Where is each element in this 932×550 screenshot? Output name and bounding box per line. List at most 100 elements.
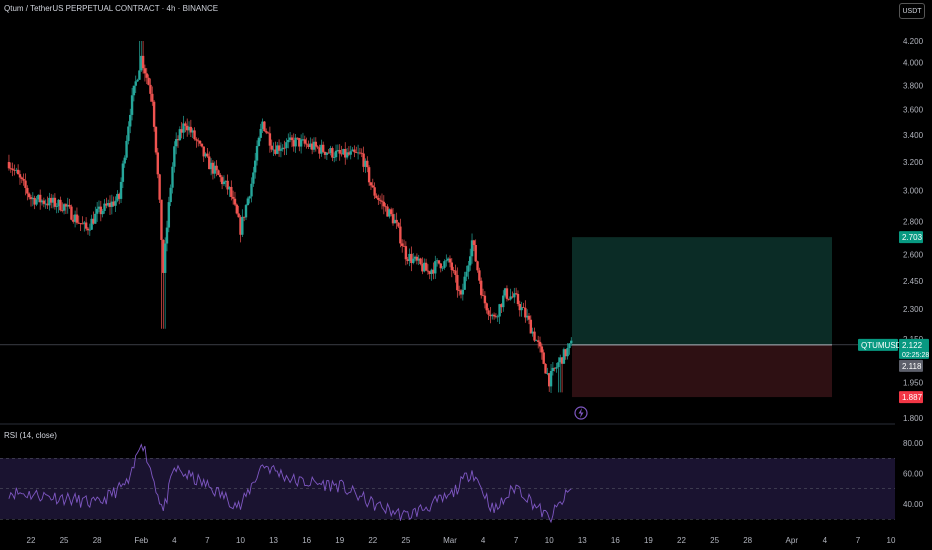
candle[interactable] [162, 239, 165, 329]
candle[interactable] [301, 132, 305, 142]
candle[interactable] [206, 148, 209, 158]
candle[interactable] [465, 265, 468, 282]
candle[interactable] [413, 255, 417, 262]
candle[interactable] [132, 85, 136, 102]
candle[interactable] [421, 257, 424, 275]
candle[interactable] [156, 148, 159, 179]
candle[interactable] [9, 162, 12, 173]
candle[interactable] [507, 298, 510, 301]
candle[interactable] [344, 142, 347, 165]
candle[interactable] [176, 135, 180, 148]
candle[interactable] [389, 207, 393, 217]
candle[interactable] [276, 142, 279, 155]
candle[interactable] [307, 140, 310, 149]
candle[interactable] [472, 239, 476, 252]
candle[interactable] [540, 343, 544, 360]
candle[interactable] [55, 203, 58, 214]
candle[interactable] [428, 270, 431, 280]
candle[interactable] [193, 127, 196, 141]
candle[interactable] [257, 136, 261, 147]
candle[interactable] [395, 212, 398, 229]
candle[interactable] [277, 139, 281, 157]
candle[interactable] [270, 139, 273, 153]
candle[interactable] [253, 152, 257, 179]
candle[interactable] [114, 196, 117, 212]
candle[interactable] [57, 198, 60, 213]
candle[interactable] [513, 287, 516, 304]
candle[interactable] [356, 144, 360, 160]
candle[interactable] [474, 239, 477, 263]
candle[interactable] [340, 145, 343, 157]
candle[interactable] [18, 170, 22, 185]
candle[interactable] [244, 203, 248, 220]
candle[interactable] [364, 158, 367, 173]
candle[interactable] [106, 199, 110, 208]
candle[interactable] [487, 308, 490, 321]
candle[interactable] [338, 144, 341, 161]
candle[interactable] [323, 151, 327, 159]
candle[interactable] [90, 214, 93, 230]
candle[interactable] [169, 184, 172, 207]
candle[interactable] [266, 131, 270, 134]
candle[interactable] [77, 215, 80, 224]
candle[interactable] [255, 140, 259, 166]
candle[interactable] [103, 199, 106, 214]
candle[interactable] [382, 195, 386, 215]
candle[interactable] [40, 199, 44, 206]
candle[interactable] [105, 197, 108, 209]
candle[interactable] [568, 343, 571, 355]
candle[interactable] [399, 218, 402, 248]
candle[interactable] [246, 196, 250, 206]
candle[interactable] [459, 289, 463, 299]
stop-price-tag[interactable]: 1.887 [899, 391, 923, 404]
candle[interactable] [187, 121, 191, 135]
candle[interactable] [119, 177, 123, 203]
candle[interactable] [439, 263, 442, 273]
candle[interactable] [549, 363, 553, 393]
candle[interactable] [388, 208, 391, 219]
candle[interactable] [386, 204, 389, 217]
candle[interactable] [536, 335, 540, 349]
candle[interactable] [59, 196, 62, 212]
candle[interactable] [33, 195, 36, 210]
candle[interactable] [29, 194, 33, 207]
loss-zone[interactable] [572, 344, 832, 398]
candle[interactable] [529, 315, 533, 334]
candle[interactable] [362, 146, 365, 173]
candle[interactable] [516, 290, 520, 307]
candle[interactable] [13, 164, 16, 176]
candle[interactable] [327, 149, 330, 154]
candle[interactable] [434, 255, 437, 279]
candle[interactable] [320, 139, 323, 157]
candle[interactable] [551, 362, 555, 376]
profit-zone[interactable] [572, 237, 832, 345]
candle[interactable] [410, 246, 413, 272]
candle[interactable] [242, 216, 246, 222]
candle[interactable] [252, 166, 255, 187]
candle[interactable] [298, 137, 301, 152]
candle[interactable] [62, 203, 66, 215]
candle[interactable] [380, 193, 384, 210]
candle[interactable] [564, 348, 567, 360]
rsi-line[interactable] [8, 443, 572, 524]
candle[interactable] [198, 140, 202, 147]
candle[interactable] [511, 291, 514, 299]
candle[interactable] [88, 223, 92, 236]
candle[interactable] [527, 312, 531, 325]
candle[interactable] [303, 135, 307, 147]
candle[interactable] [287, 133, 290, 149]
secondary-price-tag[interactable]: 2.118 [899, 359, 923, 372]
candle[interactable] [476, 260, 479, 273]
candle[interactable] [542, 349, 545, 365]
candle[interactable] [483, 291, 487, 309]
candle[interactable] [235, 203, 239, 215]
candle[interactable] [143, 64, 147, 82]
candle[interactable] [94, 206, 97, 224]
candle[interactable] [503, 287, 507, 298]
candle[interactable] [272, 142, 275, 156]
candle[interactable] [165, 220, 169, 252]
candle[interactable] [200, 143, 204, 148]
candle[interactable] [16, 164, 20, 175]
target-price-tag[interactable]: 2.703 [899, 231, 923, 244]
